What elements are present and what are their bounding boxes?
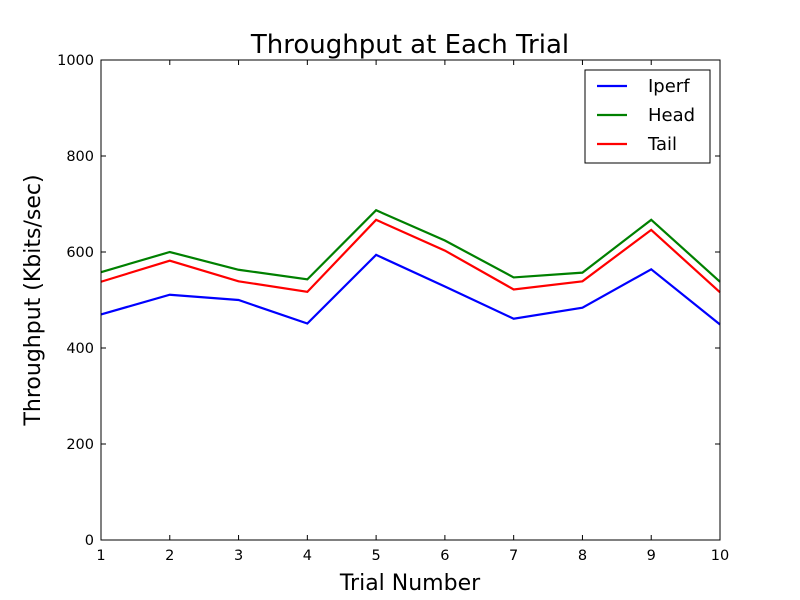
y-tick-label: 400	[66, 341, 94, 357]
x-tick-label: 1	[96, 548, 105, 564]
x-tick-label: 8	[578, 548, 587, 564]
series-line-tail	[100, 218, 721, 294]
x-tick-label: 6	[440, 548, 449, 564]
series-line-iperf	[100, 253, 721, 326]
axis-ticks	[100, 59, 721, 541]
x-tick-label: 7	[509, 548, 518, 564]
x-tick-label: 3	[234, 548, 243, 564]
y-axis-label: Throughput (Kbits/sec)	[21, 174, 46, 426]
legend-label-tail: Tail	[647, 134, 677, 155]
x-tick-label: 5	[371, 548, 380, 564]
series-line-head	[100, 208, 721, 283]
x-tick-label: 4	[303, 548, 312, 564]
y-tick-label: 200	[66, 437, 94, 453]
x-axis-label: Trial Number	[339, 571, 481, 596]
x-tick-label: 10	[711, 548, 729, 564]
chart-title: Throughput at Each Trial	[250, 30, 569, 60]
legend-label-iperf: Iperf	[648, 76, 690, 97]
tick-labels: 1 2 3 4 5 6 7 8 9 10 0 200 400 600 800 1000	[57, 53, 729, 564]
x-tick-label: 2	[165, 548, 174, 564]
plot-frame	[100, 59, 721, 541]
legend: Iperf Head Tail	[584, 69, 711, 164]
y-tick-label: 0	[85, 533, 94, 549]
legend-label-head: Head	[648, 105, 695, 126]
series-lines	[100, 208, 721, 326]
y-tick-label: 800	[66, 149, 94, 165]
y-tick-label: 600	[66, 245, 94, 261]
y-tick-label: 1000	[57, 53, 94, 69]
x-tick-label: 9	[647, 548, 656, 564]
